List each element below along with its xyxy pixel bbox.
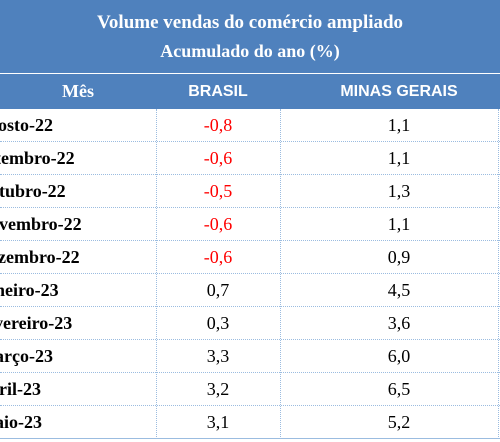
- table-row: agosto-22 -0,8 1,1: [0, 109, 500, 142]
- column-header-minas-gerais: MINAS GERAIS: [340, 83, 458, 100]
- table-bottom-border: [0, 438, 500, 439]
- brasil-value-cell: -0,8: [203, 115, 233, 135]
- table-row: novembro-22 -0,6 1,1: [0, 208, 500, 241]
- minas-gerais-value-cell: 1,1: [387, 148, 411, 168]
- month-cell: outubro-22: [0, 181, 66, 201]
- month-cell: dezembro-22: [0, 247, 80, 267]
- column-header-brasil: BRASIL: [188, 83, 248, 100]
- column-header-month: Mês: [62, 81, 94, 101]
- table-title: Volume vendas do comércio ampliado: [96, 12, 404, 33]
- minas-gerais-value-cell: 6,0: [387, 346, 411, 366]
- minas-gerais-value-cell: 1,3: [387, 181, 411, 201]
- column-divider: [498, 109, 499, 439]
- brasil-value-cell: -0,6: [203, 148, 233, 168]
- table-row: dezembro-22 -0,6 0,9: [0, 241, 500, 274]
- table-row: setembro-22 -0,6 1,1: [0, 142, 500, 175]
- table-body: agosto-22 -0,8 1,1 setembro-22 -0,6 1,1 outubr…: [0, 109, 500, 439]
- table-title-band: Volume vendas do comércio ampliado Acumu…: [0, 0, 500, 74]
- minas-gerais-value-cell: 4,5: [387, 280, 411, 300]
- minas-gerais-value-cell: 5,2: [387, 412, 411, 432]
- column-divider: [280, 109, 281, 439]
- column-divider: [156, 109, 157, 439]
- brasil-value-cell: -0,5: [203, 181, 233, 201]
- table-row: fevereiro-23 0,3 3,6: [0, 307, 500, 340]
- month-cell: agosto-22: [0, 115, 53, 135]
- month-cell: setembro-22: [0, 148, 75, 168]
- month-cell: março-23: [0, 346, 53, 366]
- month-cell: novembro-22: [0, 214, 82, 234]
- month-cell: maio-23: [0, 412, 42, 432]
- month-cell: fevereiro-23: [0, 313, 73, 333]
- brasil-value-cell: 3,3: [206, 346, 230, 366]
- table-row: janeiro-23 0,7 4,5: [0, 274, 500, 307]
- minas-gerais-value-cell: 0,9: [387, 247, 411, 267]
- table-row: outubro-22 -0,5 1,3: [0, 175, 500, 208]
- brasil-value-cell: 0,7: [206, 280, 230, 300]
- table-subtitle: Acumulado do ano (%): [160, 41, 340, 61]
- brasil-value-cell: -0,6: [203, 214, 233, 234]
- minas-gerais-value-cell: 6,5: [387, 379, 411, 399]
- brasil-value-cell: 3,1: [206, 412, 230, 432]
- brasil-value-cell: 3,2: [206, 379, 230, 399]
- table-row: maio-23 3,1 5,2: [0, 406, 500, 439]
- brasil-value-cell: 0,3: [206, 313, 230, 333]
- minas-gerais-value-cell: 3,6: [387, 313, 411, 333]
- minas-gerais-value-cell: 1,1: [387, 214, 411, 234]
- minas-gerais-value-cell: 1,1: [387, 115, 411, 135]
- brasil-value-cell: -0,6: [203, 247, 233, 267]
- table-row: abril-23 3,2 6,5: [0, 373, 500, 406]
- month-cell: janeiro-23: [0, 280, 59, 300]
- month-cell: abril-23: [0, 379, 41, 399]
- table-row: março-23 3,3 6,0: [0, 340, 500, 373]
- column-header-row: Mês BRASIL MINAS GERAIS: [0, 74, 500, 109]
